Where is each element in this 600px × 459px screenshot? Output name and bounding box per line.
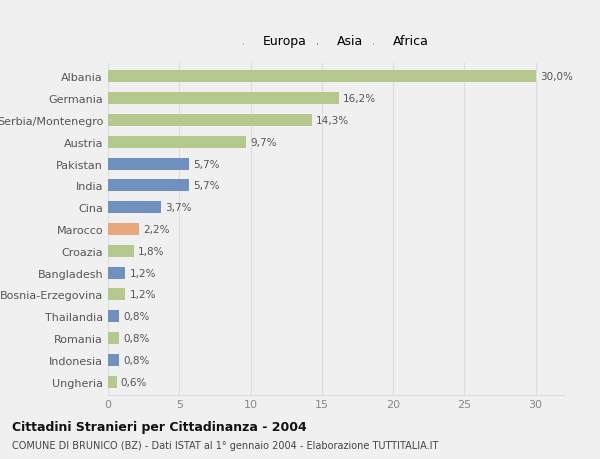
Legend: Europa, Asia, Africa: Europa, Asia, Africa	[239, 31, 433, 51]
Bar	[108, 245, 134, 257]
Bar	[108, 267, 125, 279]
Text: 0,8%: 0,8%	[124, 312, 150, 321]
Bar	[108, 136, 246, 149]
Text: 1,2%: 1,2%	[130, 268, 156, 278]
Bar	[108, 354, 119, 366]
Text: 14,3%: 14,3%	[316, 116, 349, 126]
Bar	[108, 310, 119, 322]
Bar	[108, 93, 339, 105]
Text: 2,2%: 2,2%	[143, 224, 170, 235]
Text: 5,7%: 5,7%	[193, 159, 220, 169]
Bar	[108, 289, 125, 301]
Text: 0,8%: 0,8%	[124, 333, 150, 343]
Text: 5,7%: 5,7%	[193, 181, 220, 191]
Bar	[108, 180, 189, 192]
Bar	[108, 376, 116, 388]
Text: 0,8%: 0,8%	[124, 355, 150, 365]
Text: 1,8%: 1,8%	[138, 246, 164, 256]
Text: 1,2%: 1,2%	[130, 290, 156, 300]
Bar	[108, 224, 139, 235]
Bar	[108, 202, 161, 214]
Bar	[108, 332, 119, 344]
Bar	[108, 71, 536, 83]
Text: COMUNE DI BRUNICO (BZ) - Dati ISTAT al 1° gennaio 2004 - Elaborazione TUTTITALIA: COMUNE DI BRUNICO (BZ) - Dati ISTAT al 1…	[12, 440, 439, 450]
Text: Cittadini Stranieri per Cittadinanza - 2004: Cittadini Stranieri per Cittadinanza - 2…	[12, 420, 307, 433]
Text: 3,7%: 3,7%	[165, 203, 191, 213]
Bar	[108, 115, 312, 127]
Text: 0,6%: 0,6%	[121, 377, 147, 386]
Bar	[108, 158, 189, 170]
Text: 30,0%: 30,0%	[540, 73, 572, 82]
Text: 16,2%: 16,2%	[343, 94, 376, 104]
Text: 9,7%: 9,7%	[251, 138, 277, 147]
